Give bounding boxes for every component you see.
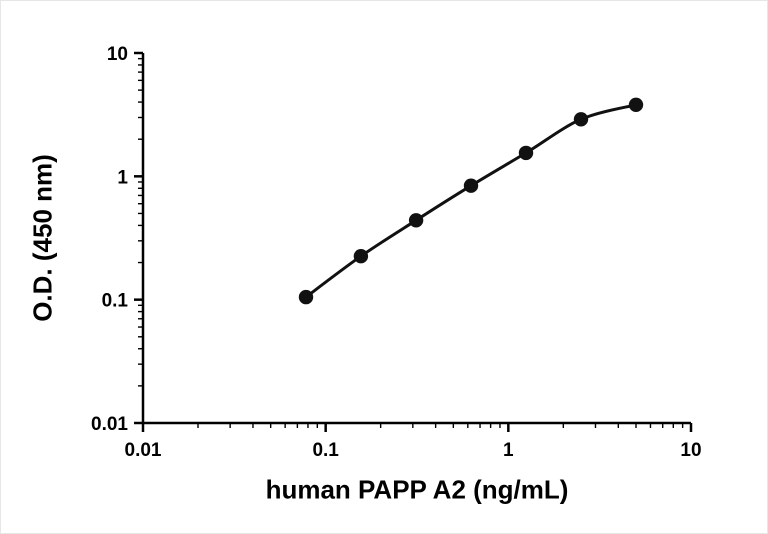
data-point-marker: [353, 249, 369, 264]
x-axis-title: human PAPP A2 (ng/mL): [265, 474, 569, 505]
y-axis-title: O.D. (450 nm): [27, 154, 58, 322]
data-point-marker: [408, 213, 424, 228]
fit-curve-line: [304, 103, 638, 299]
y-tick-label: 0.1: [102, 291, 129, 312]
x-tick-label: 1: [503, 440, 514, 461]
y-tick-label: 1: [117, 167, 128, 188]
data-point-marker: [518, 145, 534, 161]
y-tick-label: 0.01: [91, 414, 128, 435]
data-point-marker: [628, 97, 644, 113]
y-tick-label: 10: [107, 44, 128, 65]
x-tick-label: 0.1: [312, 440, 339, 461]
x-tick-label: 0.01: [125, 440, 162, 461]
data-point-marker: [298, 289, 314, 305]
data-point-marker: [573, 112, 589, 127]
data-point-marker: [463, 178, 479, 193]
x-tick-label: 10: [680, 440, 701, 461]
